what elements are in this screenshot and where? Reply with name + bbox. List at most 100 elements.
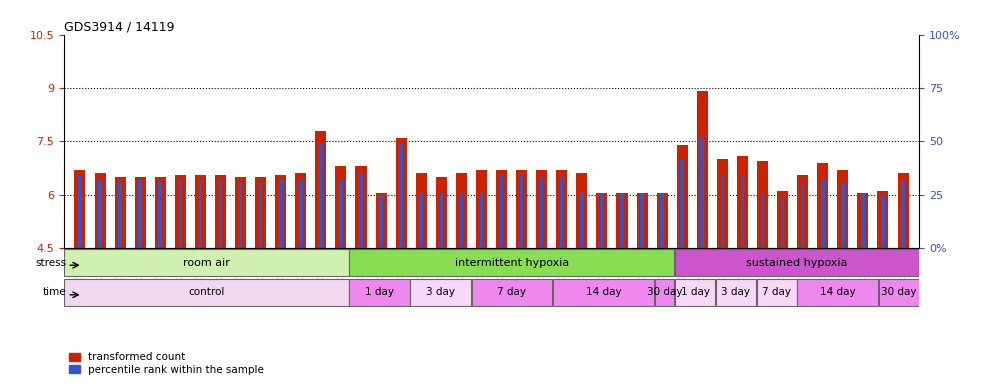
Bar bbox=[821, 179, 825, 248]
Bar bbox=[600, 193, 604, 248]
Bar bbox=[94, 173, 105, 248]
Bar bbox=[349, 249, 674, 276]
Bar bbox=[616, 193, 627, 248]
Bar bbox=[817, 163, 829, 248]
Bar bbox=[781, 198, 784, 248]
Text: 7 day: 7 day bbox=[762, 287, 791, 298]
Bar bbox=[115, 177, 126, 248]
Bar bbox=[655, 279, 674, 306]
Text: 1 day: 1 day bbox=[680, 287, 710, 298]
Bar bbox=[496, 170, 507, 248]
Bar bbox=[761, 193, 765, 248]
Bar bbox=[319, 143, 322, 248]
Bar bbox=[299, 179, 303, 248]
Bar bbox=[335, 166, 346, 248]
Text: 30 day: 30 day bbox=[647, 287, 682, 298]
Bar bbox=[717, 159, 727, 248]
Bar bbox=[399, 143, 403, 248]
Bar bbox=[439, 193, 443, 248]
Bar bbox=[456, 173, 467, 248]
Bar bbox=[737, 156, 748, 248]
Bar bbox=[576, 173, 588, 248]
Bar bbox=[339, 179, 343, 248]
Bar bbox=[881, 197, 885, 248]
Text: 7 day: 7 day bbox=[497, 287, 526, 298]
Bar bbox=[139, 180, 142, 248]
Bar bbox=[379, 195, 383, 248]
Bar bbox=[556, 170, 567, 248]
Bar bbox=[536, 170, 548, 248]
Bar bbox=[661, 193, 664, 248]
Bar bbox=[472, 279, 552, 306]
Text: stress: stress bbox=[35, 258, 67, 268]
Bar bbox=[701, 138, 704, 248]
Bar bbox=[480, 193, 484, 248]
Bar bbox=[540, 177, 544, 248]
Bar bbox=[256, 177, 266, 248]
Bar bbox=[721, 175, 724, 248]
Bar bbox=[675, 279, 715, 306]
Text: 14 day: 14 day bbox=[820, 287, 855, 298]
Bar bbox=[416, 173, 427, 248]
Bar bbox=[359, 173, 363, 248]
Bar bbox=[295, 173, 307, 248]
Text: 3 day: 3 day bbox=[722, 287, 750, 298]
Bar bbox=[716, 279, 756, 306]
Bar bbox=[179, 180, 182, 248]
Bar bbox=[356, 166, 367, 248]
Bar bbox=[460, 193, 463, 248]
Bar bbox=[158, 182, 162, 248]
Bar bbox=[259, 182, 262, 248]
Text: GDS3914 / 14119: GDS3914 / 14119 bbox=[64, 20, 174, 33]
Bar bbox=[275, 175, 286, 248]
Bar bbox=[878, 191, 889, 248]
Bar bbox=[420, 193, 423, 248]
Bar bbox=[841, 184, 844, 248]
Text: 3 day: 3 day bbox=[426, 287, 455, 298]
Bar bbox=[435, 177, 447, 248]
Bar bbox=[118, 182, 122, 248]
Bar bbox=[195, 175, 205, 248]
Legend: transformed count, percentile rank within the sample: transformed count, percentile rank withi… bbox=[69, 353, 263, 375]
Text: 14 day: 14 day bbox=[586, 287, 621, 298]
Bar bbox=[597, 193, 607, 248]
Bar bbox=[697, 91, 708, 248]
Text: sustained hypoxia: sustained hypoxia bbox=[746, 258, 847, 268]
Bar bbox=[411, 279, 471, 306]
Bar bbox=[580, 193, 584, 248]
Text: time: time bbox=[43, 287, 67, 298]
Bar bbox=[680, 159, 684, 248]
Bar bbox=[64, 249, 349, 276]
Bar bbox=[861, 193, 865, 248]
Bar bbox=[279, 180, 282, 248]
Bar bbox=[235, 177, 246, 248]
Text: 1 day: 1 day bbox=[365, 287, 394, 298]
Bar bbox=[75, 170, 86, 248]
Bar bbox=[316, 131, 326, 248]
Bar bbox=[553, 279, 654, 306]
Bar bbox=[349, 279, 410, 306]
Bar bbox=[376, 193, 386, 248]
Bar bbox=[79, 175, 82, 248]
Bar bbox=[98, 179, 102, 248]
Bar bbox=[154, 177, 166, 248]
Text: room air: room air bbox=[183, 258, 230, 268]
Bar bbox=[797, 279, 878, 306]
Bar bbox=[637, 193, 648, 248]
Text: intermittent hypoxia: intermittent hypoxia bbox=[455, 258, 569, 268]
Bar bbox=[857, 193, 868, 248]
Bar bbox=[757, 279, 796, 306]
Bar bbox=[801, 184, 804, 248]
Bar bbox=[175, 175, 186, 248]
Bar bbox=[675, 249, 919, 276]
Bar bbox=[199, 180, 202, 248]
Bar bbox=[740, 175, 744, 248]
Bar bbox=[135, 177, 145, 248]
Text: 30 day: 30 day bbox=[881, 287, 916, 298]
Bar bbox=[218, 179, 222, 248]
Bar bbox=[476, 170, 487, 248]
Bar bbox=[520, 175, 523, 248]
Bar bbox=[778, 191, 788, 248]
Bar bbox=[757, 161, 768, 248]
Bar bbox=[215, 175, 226, 248]
